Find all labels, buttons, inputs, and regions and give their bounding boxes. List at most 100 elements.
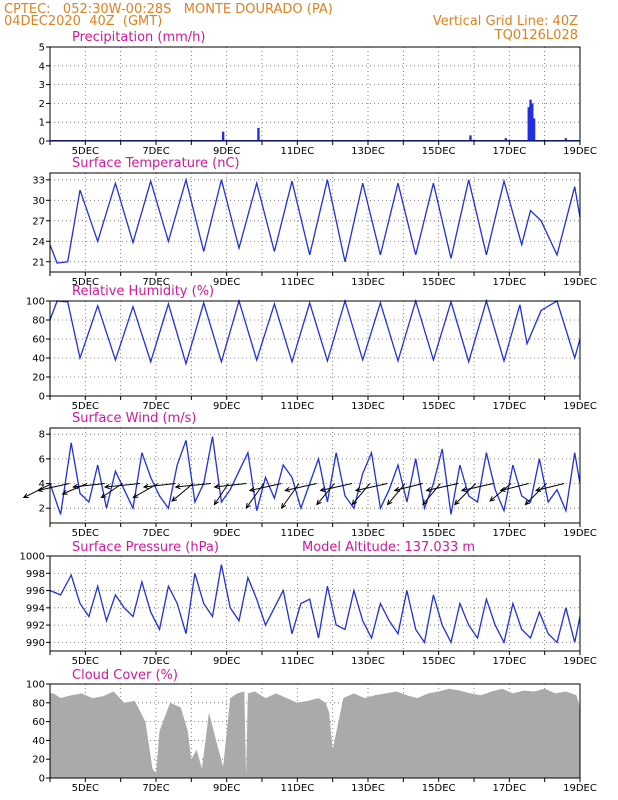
- temp-series-line: [49, 177, 581, 264]
- header-grid-line: Vertical Grid Line: 40Z: [433, 14, 578, 29]
- wind-xtick-label: 15DEC: [422, 528, 456, 539]
- precip-bar: [257, 127, 260, 141]
- precip-frame: [49, 46, 581, 142]
- wind-xtick-label: 13DEC: [351, 528, 385, 539]
- cloud-frame: [49, 683, 581, 779]
- wind-vector-head: [213, 483, 220, 490]
- precip-bar: [469, 135, 472, 141]
- pressure-ytick-label: 994: [26, 603, 45, 614]
- precip-ytick-label: 1: [39, 118, 45, 129]
- pressure-xtick-label: 15DEC: [422, 656, 456, 667]
- wind-vector-head: [132, 493, 139, 499]
- wind-vector-head: [422, 499, 428, 506]
- wind-vector-head: [393, 486, 400, 493]
- temp-xtick-label: 19DEC: [563, 277, 597, 288]
- wind-ytick-label: 6: [39, 454, 45, 465]
- pressure-panel: 990 992 994 996 998 1000 5DEC 7DEC 9DEC 11DEC 13DE…: [20, 552, 597, 668]
- wind-vector: [535, 483, 565, 492]
- precip-bar: [564, 138, 568, 141]
- wind-vector: [489, 483, 512, 502]
- wind-vector-head: [103, 483, 110, 490]
- cloud-xtick-label: 9DEC: [213, 783, 240, 794]
- wind-vector-head: [171, 496, 178, 502]
- precip-xtick-label: 15DEC: [422, 146, 456, 157]
- precip-ytick-label: 5: [39, 43, 45, 54]
- wind-vector: [175, 483, 211, 488]
- rh-xtick-label: 5DEC: [72, 401, 99, 412]
- wind-vector-head: [245, 503, 251, 509]
- wind-xtick-label: 19DEC: [563, 528, 597, 539]
- cloud-area: [50, 688, 580, 778]
- temp-ytick-label: 30: [32, 196, 45, 207]
- rh-series-line: [49, 298, 581, 367]
- wind-vector: [214, 483, 229, 505]
- wind-vector: [316, 483, 335, 505]
- wind-vector: [525, 483, 547, 505]
- temp-ytick-label: 27: [32, 216, 45, 227]
- wind-vector-head: [72, 483, 79, 490]
- precip-xtick-label: 13DEC: [351, 146, 385, 157]
- temp-xtick-label: 5DEC: [72, 277, 99, 288]
- rh-xtick-label: 11DEC: [280, 401, 314, 412]
- wind-vector-head: [453, 499, 460, 506]
- rh-xtick-label: 19DEC: [563, 401, 597, 412]
- temp-xtick-label: 11DEC: [280, 277, 314, 288]
- cloud-ytick-label: 100: [26, 680, 45, 691]
- pressure-ytick-label: 998: [26, 569, 45, 580]
- rh-ytick-label: 0: [39, 392, 45, 403]
- cloud-xtick-label: 19DEC: [563, 783, 597, 794]
- wind-vector: [285, 483, 317, 492]
- wind-vector-head: [36, 487, 43, 493]
- precip-bar: [221, 131, 225, 141]
- pressure-xtick-label: 9DEC: [213, 656, 240, 667]
- cloud-xtick-label: 13DEC: [351, 783, 385, 794]
- pressure-xtick-label: 13DEC: [351, 656, 385, 667]
- precip-xtick-label: 7DEC: [142, 146, 169, 157]
- rh-ytick-label: 100: [26, 297, 45, 308]
- wind-vector: [73, 483, 105, 488]
- temp-ytick-label: 33: [32, 175, 45, 186]
- precip-panel: 0 1 2 3 4 5 5DEC 7DEC 9DEC 11DEC 13DEC 15DEC 17DEC 19…: [39, 43, 597, 158]
- wind-vector-head: [534, 486, 542, 493]
- wind-vector: [454, 483, 477, 505]
- wind-vector-head: [460, 487, 467, 493]
- rh-title: Relative Humidity (%): [72, 284, 214, 299]
- temp-xtick-label: 17DEC: [492, 277, 526, 288]
- wind-vector-head: [351, 499, 358, 506]
- cloud-xtick-label: 7DEC: [142, 783, 169, 794]
- rh-panel: 0 20 40 60 80 100 5DEC 7DEC 9DEC 11DEC 13DEC 15DEC 1…: [26, 297, 597, 413]
- wind-vector-head: [316, 499, 322, 506]
- wind-panel: 2 4 6 8 5DEC 7DEC 9DEC 11DEC 13DEC 15DEC 17DEC 19DE…: [22, 427, 597, 539]
- cloud-ytick-label: 0: [39, 774, 45, 785]
- precip-xtick-label: 19DEC: [563, 146, 597, 157]
- wind-vector-head: [248, 487, 255, 493]
- wind-vector: [171, 483, 194, 502]
- precip-ytick-label: 0: [39, 137, 45, 148]
- cloud-xtick-label: 11DEC: [280, 783, 314, 794]
- wind-vector-head: [489, 496, 496, 502]
- precip-bar: [529, 99, 532, 141]
- wind-vector: [37, 483, 70, 492]
- rh-frame: [49, 300, 581, 397]
- wind-xtick-label: 9DEC: [213, 528, 240, 539]
- temp-panel: 21 24 27 30 33 5DEC 7DEC 9DEC 11DEC 13DEC 15DEC 17D…: [32, 172, 597, 288]
- temp-xtick-label: 15DEC: [422, 277, 456, 288]
- wind-vector-head: [524, 499, 531, 506]
- precip-bar: [532, 118, 536, 141]
- wind-vector-head: [213, 499, 219, 506]
- precip-ytick-label: 2: [39, 99, 45, 110]
- wind-vector: [500, 483, 529, 492]
- rh-xtick-label: 7DEC: [142, 401, 169, 412]
- cloud-ytick-label: 60: [32, 717, 45, 728]
- precip-bar: [504, 138, 507, 141]
- precip-title: Precipitation (mm/h): [72, 30, 205, 45]
- pressure-xtick-label: 5DEC: [72, 656, 99, 667]
- wind-vector-head: [386, 499, 393, 506]
- wind-xtick-label: 17DEC: [492, 528, 526, 539]
- cloud-xtick-label: 17DEC: [492, 783, 526, 794]
- temp-xtick-label: 9DEC: [213, 277, 240, 288]
- rh-xtick-label: 9DEC: [213, 401, 240, 412]
- cloud-title: Cloud Cover (%): [72, 668, 178, 683]
- wind-vector: [351, 483, 371, 505]
